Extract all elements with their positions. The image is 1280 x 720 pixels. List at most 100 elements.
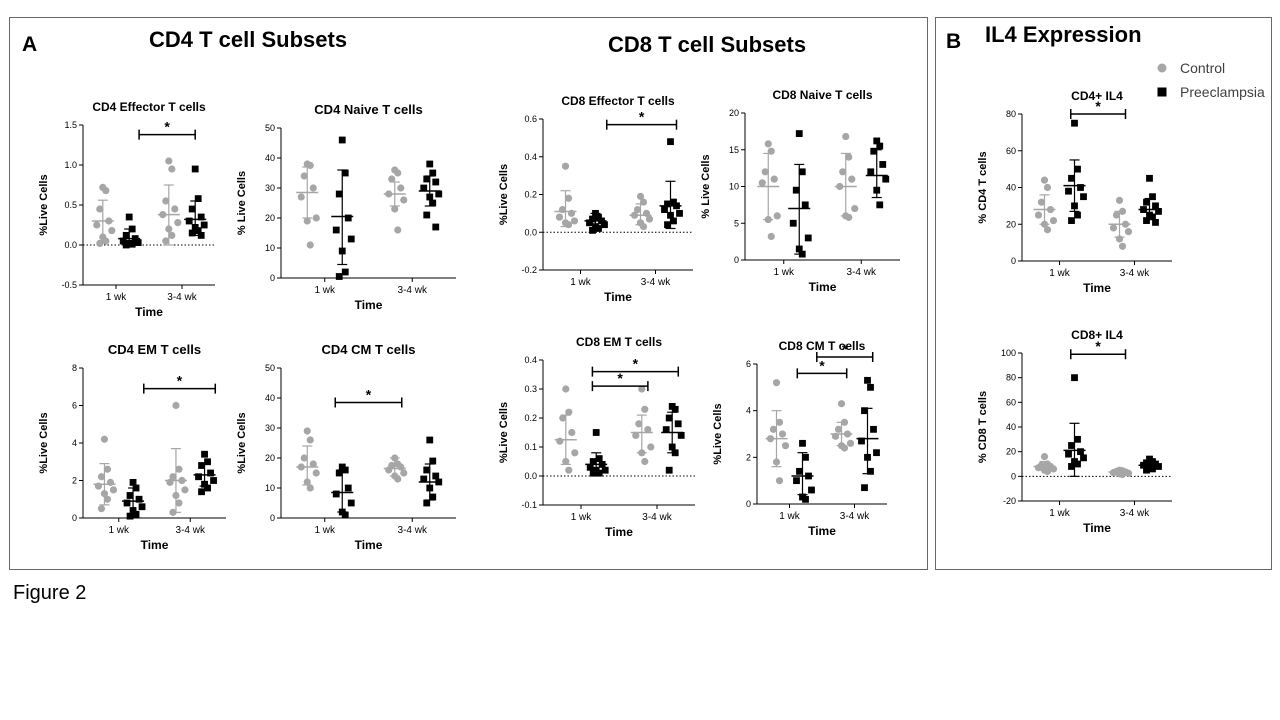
data-point	[882, 175, 890, 183]
data-point	[1155, 463, 1162, 470]
y-tick-label: 1.0	[64, 160, 77, 170]
panel-a-frame	[9, 17, 928, 570]
panel-a-letter: A	[22, 33, 38, 56]
x-axis-label: Time	[604, 290, 632, 304]
chart-5: CD8 Naive T cells 0 5 10 15 20 1 wk 3-4 wk Time%…	[700, 88, 900, 294]
data-point	[559, 414, 567, 422]
il4-section-title: IL4 Expression	[985, 22, 1142, 47]
y-tick-label: 60	[1006, 397, 1016, 407]
y-tick-label: 8	[72, 363, 77, 373]
data-point	[420, 184, 428, 192]
y-tick-label: -20	[1003, 496, 1016, 506]
y-tick-label: 10	[265, 483, 275, 493]
data-point	[391, 205, 399, 213]
data-point	[876, 142, 884, 150]
data-point	[789, 219, 797, 227]
y-axis-label: %Live Cells	[498, 402, 510, 463]
data-point	[873, 137, 881, 145]
data-point	[1071, 374, 1078, 382]
data-point	[775, 477, 784, 485]
data-point	[792, 186, 800, 194]
data-point	[306, 436, 314, 444]
data-point	[834, 425, 843, 433]
data-point	[1143, 217, 1150, 224]
data-point	[670, 198, 677, 206]
y-tick-label: 80	[1006, 373, 1016, 383]
chart-title: CD4 CM T cells	[322, 342, 416, 357]
data-point	[1040, 176, 1049, 184]
data-point	[601, 221, 608, 229]
y-tick-label: 6	[746, 359, 751, 369]
data-point	[839, 168, 847, 176]
data-point	[341, 268, 349, 276]
legend-label: Preeclampsia	[1180, 84, 1265, 100]
data-point	[764, 140, 772, 148]
x-tick-label: 3-4 wk	[641, 277, 671, 288]
legend-item: Preeclampsia	[1157, 84, 1265, 100]
data-point	[188, 229, 196, 237]
data-point	[796, 467, 803, 475]
chart-title: CD8 Effector T cells	[561, 94, 675, 108]
data-point	[1065, 450, 1072, 458]
data-point	[647, 443, 655, 451]
data-point	[676, 209, 683, 217]
data-point	[793, 477, 800, 485]
data-point	[347, 235, 355, 243]
chart-title: CD8+ IL4	[1071, 328, 1123, 342]
data-point	[1124, 469, 1133, 477]
data-point	[204, 484, 211, 492]
significance-star: *	[1095, 338, 1101, 354]
data-point	[677, 432, 685, 439]
data-point	[423, 466, 431, 474]
data-point	[568, 428, 576, 437]
y-tick-label: 2	[746, 452, 751, 462]
data-point	[837, 400, 846, 408]
data-point	[341, 169, 349, 177]
data-point	[394, 475, 402, 483]
data-point	[665, 466, 673, 474]
x-axis-label: Time	[141, 538, 169, 552]
data-point	[758, 179, 766, 187]
data-point	[306, 484, 314, 492]
data-point	[335, 273, 343, 280]
data-point	[162, 197, 170, 205]
significance-star: *	[366, 387, 372, 403]
data-point	[300, 172, 308, 180]
data-point	[185, 217, 193, 225]
data-point	[801, 201, 809, 209]
data-point	[194, 195, 202, 202]
data-point	[1068, 174, 1075, 182]
data-point	[1068, 442, 1075, 449]
data-point	[586, 219, 593, 227]
data-point	[767, 232, 775, 241]
data-point	[867, 467, 874, 475]
y-tick-label: 20	[265, 453, 275, 463]
significance-star: *	[819, 357, 825, 373]
data-point	[662, 426, 670, 433]
y-tick-label: 0.0	[64, 240, 77, 250]
y-tick-label: 40	[1006, 183, 1016, 193]
data-point	[125, 213, 133, 221]
data-point	[1149, 213, 1156, 221]
data-point	[195, 473, 202, 481]
data-point	[1065, 187, 1072, 195]
data-point	[570, 217, 579, 225]
y-axis-label: %Live Cells	[498, 164, 510, 225]
data-point	[394, 169, 402, 177]
data-point	[344, 484, 352, 492]
y-tick-label: 50	[265, 123, 275, 133]
data-point	[595, 469, 603, 477]
data-point	[1155, 207, 1162, 215]
y-axis-label: % CD4 T cells	[977, 151, 989, 223]
data-point	[171, 205, 179, 213]
data-point	[1143, 198, 1150, 206]
legend-preeclampsia-marker	[1157, 87, 1167, 97]
data-point	[210, 477, 217, 484]
y-tick-label: 20	[1006, 447, 1016, 457]
data-point	[344, 214, 352, 222]
data-point	[667, 138, 674, 146]
data-point	[845, 153, 853, 161]
data-point	[385, 466, 393, 474]
legend-label: Control	[1180, 60, 1225, 76]
data-point	[126, 492, 134, 499]
